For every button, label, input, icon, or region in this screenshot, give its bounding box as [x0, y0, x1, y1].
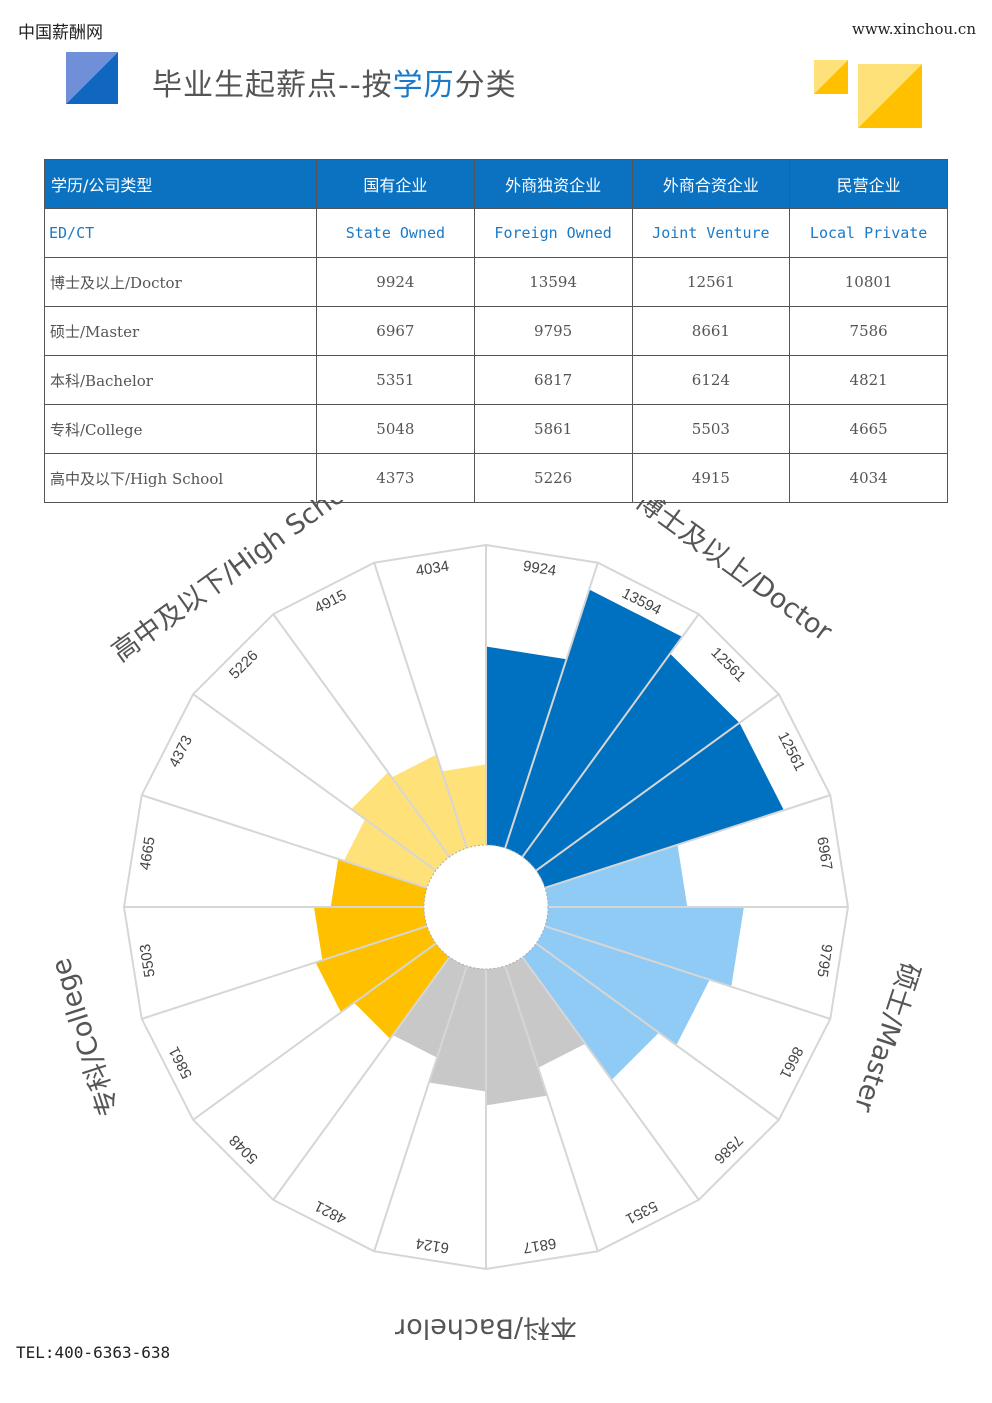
chart-bar [505, 957, 586, 1068]
chart-value-label: 4034 [415, 558, 451, 580]
table-header-en-cell: ED/CT [44, 208, 317, 258]
chart-grid-line [373, 562, 468, 849]
table-row: 博士及以上/Doctor 9924 13594 12561 10801 [44, 257, 948, 307]
site-name: 中国薪酬网 [18, 23, 103, 43]
table-header-en-cell: Joint Venture [631, 208, 791, 258]
chart-grid-line [544, 925, 831, 1020]
chart-bar [392, 957, 467, 1058]
table-row: 专科/College 5048 5861 5503 4665 [44, 404, 948, 454]
table-header-en-cell: State Owned [316, 208, 475, 258]
table-cell: 9795 [473, 306, 633, 356]
chart-bar [522, 943, 659, 1080]
table-header-cell: 外商独资企业 [473, 159, 633, 209]
chart-value-label: 6967 [813, 836, 835, 872]
chart-group-label: 本科/Bachelor [394, 1313, 577, 1341]
table-cell: 4034 [789, 453, 948, 503]
table-cell: 4665 [789, 404, 948, 454]
table-cell: 4915 [631, 453, 791, 503]
table-cell: 13594 [473, 257, 633, 307]
site-url[interactable]: www.xinchou.cn [851, 20, 976, 38]
chart-bar [486, 646, 567, 849]
chart-bar [536, 722, 784, 888]
table-cell: 10801 [789, 257, 948, 307]
chart-bar [522, 653, 740, 871]
chart-group-label: 专科/College [46, 954, 126, 1119]
table-header-en-cell: Local Private [789, 208, 948, 258]
chart-center-hole [423, 844, 549, 970]
table-cell: 6817 [473, 355, 633, 405]
title-decoration-icon [66, 52, 118, 104]
table-header-en-cell: Foreign Owned [473, 208, 633, 258]
table-cell: 5861 [473, 404, 633, 454]
chart-value-label: 9795 [813, 943, 835, 979]
table-row: 本科/Bachelor 5351 6817 6124 4821 [44, 355, 948, 405]
table-cell: 5048 [316, 404, 475, 454]
chart-grid-line [521, 613, 700, 858]
table-header-cell: 学历/公司类型 [44, 159, 317, 209]
chart-value-label: 5503 [137, 943, 159, 979]
chart-bar [391, 754, 467, 857]
chart-bar [428, 965, 486, 1092]
chart-grid-line [141, 925, 428, 1020]
chart-bar [441, 764, 486, 849]
table-cell: 6967 [316, 306, 475, 356]
salary-table: 学历/公司类型 国有企业 外商独资企业 外商合资企业 民营企业 ED/CT St… [44, 159, 948, 503]
table-header-en-row: ED/CT State Owned Foreign Owned Joint Ve… [44, 208, 948, 258]
table-cell: 6124 [631, 355, 791, 405]
table-row: 硕士/Master 6967 9795 8661 7586 [44, 306, 948, 356]
chart-value-label: 9924 [522, 558, 558, 580]
chart-grid-line [192, 693, 437, 872]
table-cell: 5351 [316, 355, 475, 405]
table-cell: 4373 [316, 453, 475, 503]
table-row: 高中及以下/High School 4373 5226 4915 4034 [44, 453, 948, 503]
table-cell: 专科/College [44, 404, 317, 454]
chart-value-label: 6124 [415, 1234, 451, 1256]
chart-group-label: 硕士/Master [847, 958, 925, 1116]
table-cell: 9924 [316, 257, 475, 307]
chart-grid-line [192, 942, 437, 1121]
table-header-cell: 民营企业 [789, 159, 948, 209]
table-cell: 本科/Bachelor [44, 355, 317, 405]
chart-grid-line [544, 794, 831, 889]
table-cell: 硕士/Master [44, 306, 317, 356]
table-cell: 12561 [631, 257, 791, 307]
polar-bar-chart: 9924135941256112561696797958661758653516… [46, 500, 926, 1341]
table-header-row: 学历/公司类型 国有企业 外商独资企业 外商合资企业 民营企业 [44, 159, 948, 209]
chart-bar [343, 819, 436, 888]
chart-grid-line [504, 965, 599, 1252]
chart-bar [313, 907, 428, 961]
chart-bar [536, 926, 710, 1046]
chart-grid-line [535, 693, 780, 872]
chart-grid-line [272, 613, 451, 858]
chart-bar [354, 943, 450, 1039]
chart-grid-line [141, 794, 428, 889]
table-header-cell: 外商合资企业 [631, 159, 791, 209]
chart-bar [351, 772, 450, 871]
chart-value-label: 4665 [137, 836, 159, 872]
footer-tel: TEL:400-6363-638 [16, 1343, 171, 1362]
table-cell: 博士及以上/Doctor [44, 257, 317, 307]
table-cell: 8661 [631, 306, 791, 356]
table-cell: 高中及以下/High School [44, 453, 317, 503]
chart-bar [486, 965, 548, 1106]
chart-bar [544, 844, 688, 907]
chart-bar [315, 926, 436, 1013]
table-header-cell: 国有企业 [316, 159, 475, 209]
table-cell: 5226 [473, 453, 633, 503]
table-cell: 7586 [789, 306, 948, 356]
corner-decoration-icon [814, 60, 922, 128]
chart-grid-line [521, 956, 700, 1201]
chart-bar [330, 859, 428, 907]
chart-value-label: 6817 [522, 1234, 558, 1256]
chart-bar [505, 589, 683, 857]
table-cell: 5503 [631, 404, 791, 454]
chart-grid-line [373, 965, 468, 1252]
chart-grid-line [504, 562, 599, 849]
chart-grid-line [535, 942, 780, 1121]
chart-bar [544, 907, 744, 987]
page-title: 毕业生起薪点--按学历分类 [152, 68, 517, 103]
chart-grid-line [272, 956, 451, 1201]
table-cell: 4821 [789, 355, 948, 405]
